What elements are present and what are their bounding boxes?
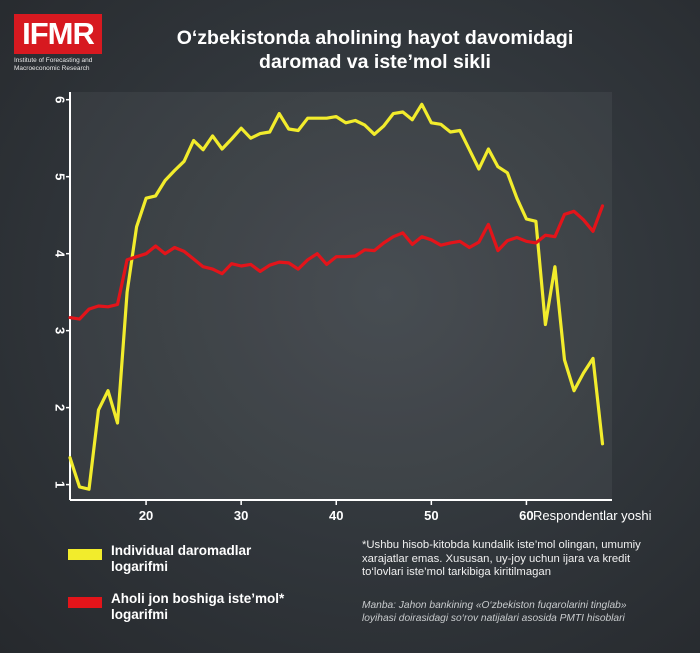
legend-item-income: Individual daromadlar logarifmi xyxy=(68,543,291,575)
x-tick-label-40: 40 xyxy=(329,508,343,523)
logo-mark: IFMR xyxy=(14,14,102,54)
y-tick-label-1: 1 xyxy=(53,481,68,488)
x-tick-label-50: 50 xyxy=(424,508,438,523)
series-line-consumption xyxy=(68,204,605,321)
legend-swatch-income xyxy=(68,549,102,560)
y-tick-label-4: 4 xyxy=(53,250,68,258)
ifmr-logo: IFMR Institute of Forecasting and Macroe… xyxy=(14,14,109,73)
logo-subtitle: Institute of Forecasting and Macroeconom… xyxy=(14,57,93,72)
legend-label-income: Individual daromadlar logarifmi xyxy=(111,543,252,574)
x-tick-label-60: 60 xyxy=(519,508,533,523)
series-line-income xyxy=(68,102,605,491)
x-tick-label-20: 20 xyxy=(139,508,153,523)
source-note: Manba: Jahon bankining «O‘zbekiston fuqa… xyxy=(362,600,627,624)
y-tick-label-2: 2 xyxy=(53,404,68,411)
chart-title-line-2: daromad va iste’mol sikli xyxy=(259,51,491,73)
legend-label-consumption: Aholi jon boshiga iste’mol* logarifmi xyxy=(111,591,285,622)
y-tick-label-6: 6 xyxy=(53,96,68,103)
legend-swatch-consumption xyxy=(68,597,102,608)
plot-area xyxy=(70,92,612,500)
footnote: *Ushbu hisob-kitobda kundalik iste’mol o… xyxy=(362,539,641,579)
y-tick-label-3: 3 xyxy=(53,327,68,334)
legend-item-consumption: Aholi jon boshiga iste’mol* logarifmi xyxy=(68,591,291,623)
y-tick-label-5: 5 xyxy=(53,173,68,180)
x-axis-label: Respondentlar yoshi xyxy=(533,508,652,523)
chart-title: O‘zbekistonda aholining hayot davomidagi… xyxy=(150,26,600,74)
x-tick-label-30: 30 xyxy=(234,508,248,523)
chart-title-line-1: O‘zbekistonda aholining hayot davomidagi xyxy=(176,27,574,49)
